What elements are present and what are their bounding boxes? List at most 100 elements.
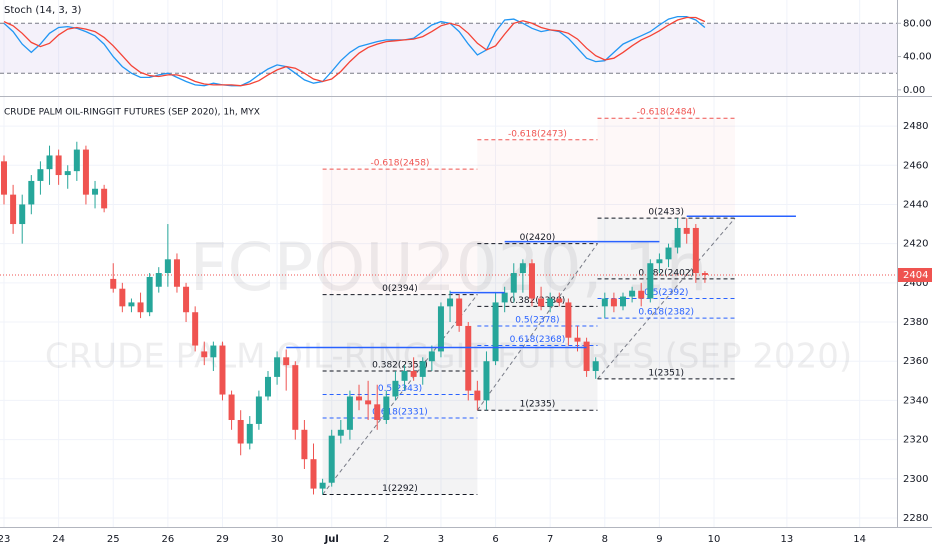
x-tick-label: 25 (107, 534, 120, 545)
x-tick-label: 24 (52, 534, 65, 545)
stoch-line (3, 15, 706, 87)
candle-body (201, 351, 208, 358)
candle-body (501, 292, 508, 303)
fib-level-label: 0.382(2355) (372, 361, 428, 371)
y-tick-label: 2360 (903, 356, 928, 367)
y-tick-label: 2440 (903, 199, 928, 210)
candle-body (137, 302, 144, 313)
candle-body (528, 263, 535, 299)
candle-body (510, 273, 517, 293)
fib-zone-upper (597, 118, 735, 219)
candle-body (173, 259, 180, 287)
last-price-tag (898, 267, 932, 282)
candle-body (119, 288, 126, 307)
candle-body (183, 286, 190, 313)
x-tick-label: Jul (324, 534, 339, 545)
candle-body (674, 227, 681, 248)
fib-level-label: 0(2433) (648, 208, 684, 218)
candle-body (483, 361, 490, 401)
candle-body (219, 345, 226, 395)
candle-body (519, 263, 526, 274)
candle-body (55, 155, 62, 176)
candle-body (638, 290, 645, 299)
candle-body (19, 204, 26, 225)
y-tick-label: 2420 (903, 239, 928, 250)
candle-body (437, 306, 444, 352)
candle-body (73, 149, 80, 172)
candle-body (228, 394, 235, 421)
x-tick-label: 2 (383, 534, 389, 545)
candle-body (64, 171, 71, 176)
x-tick-label: 23 (0, 534, 10, 545)
candle-body (574, 337, 581, 342)
candle-body (82, 149, 89, 195)
candle-body (456, 298, 463, 326)
fib-level-label: 0.382(2402) (638, 268, 694, 278)
candle-body (319, 482, 326, 489)
fib-level-label: 0.618(2368) (510, 335, 566, 345)
candle-body (10, 194, 17, 225)
fib-trend (476, 243, 598, 411)
candle-body (410, 371, 417, 377)
x-tick-label: 30 (271, 534, 284, 545)
stoch-tick-label: 0.00 (903, 85, 925, 96)
x-tick-label: 14 (853, 534, 866, 545)
stoch-tick-label: 80.00 (903, 18, 932, 29)
fib-level-label: 0.5(2343) (378, 384, 422, 394)
candle-body (447, 298, 454, 307)
fib-level-label: 0.618(2331) (372, 408, 428, 418)
candle-body (692, 227, 699, 274)
candle-body (665, 247, 672, 260)
fib-level-label: 1(2335) (520, 400, 556, 410)
fib-trend (597, 217, 736, 380)
candle-body (1, 161, 8, 195)
last-price-label: 2404 (903, 270, 928, 281)
candle-body (583, 341, 590, 372)
candle-body (365, 400, 372, 405)
x-tick-label: 29 (216, 534, 229, 545)
candle-body (401, 371, 408, 381)
candle-body (601, 298, 608, 307)
fib-level-label: -0.618(2458) (371, 159, 430, 169)
candle-body (556, 298, 563, 303)
fib-level-label: 0(2420) (520, 233, 556, 243)
fib-zone-upper (477, 139, 598, 244)
candle-body (164, 259, 171, 274)
candle-body (620, 296, 627, 307)
candle-body (255, 396, 262, 424)
stoch-tick-label: 40.00 (903, 52, 932, 63)
candle-body (37, 169, 44, 181)
candle-body (155, 273, 162, 287)
candle-body (356, 396, 363, 401)
candle-body (210, 345, 217, 358)
watermark: CRUDE PALM OIL-RINGGIT FUTURES (SEP 2020… (45, 337, 852, 377)
y-tick-label: 2340 (903, 395, 928, 406)
x-tick-label: 13 (780, 534, 793, 545)
x-tick-label: 3 (438, 534, 444, 545)
x-tick-label: 7 (547, 534, 553, 545)
candle-body (337, 429, 344, 436)
candle-body (683, 227, 690, 234)
candle-body (192, 312, 199, 346)
stoch-title: Stoch (14, 3, 3) (4, 5, 81, 16)
candle-body (328, 435, 335, 483)
candle-body (656, 259, 663, 264)
candle-body (301, 429, 308, 460)
x-tick-label: 26 (161, 534, 174, 545)
stoch-panel (0, 0, 901, 96)
candle-body (392, 380, 399, 397)
candle-body (101, 188, 108, 209)
candle-body (237, 420, 244, 444)
stoch-line (3, 16, 706, 87)
fib-level-label: 0.382(2388) (510, 296, 566, 306)
x-tick-label: 9 (656, 534, 662, 545)
candle-body (547, 298, 554, 307)
x-tick-label: 6 (492, 534, 498, 545)
candle-body (474, 390, 481, 401)
x-tick-label: 8 (602, 534, 608, 545)
candle-body (110, 278, 117, 289)
candle-body (419, 361, 426, 377)
candle-body (128, 302, 135, 307)
